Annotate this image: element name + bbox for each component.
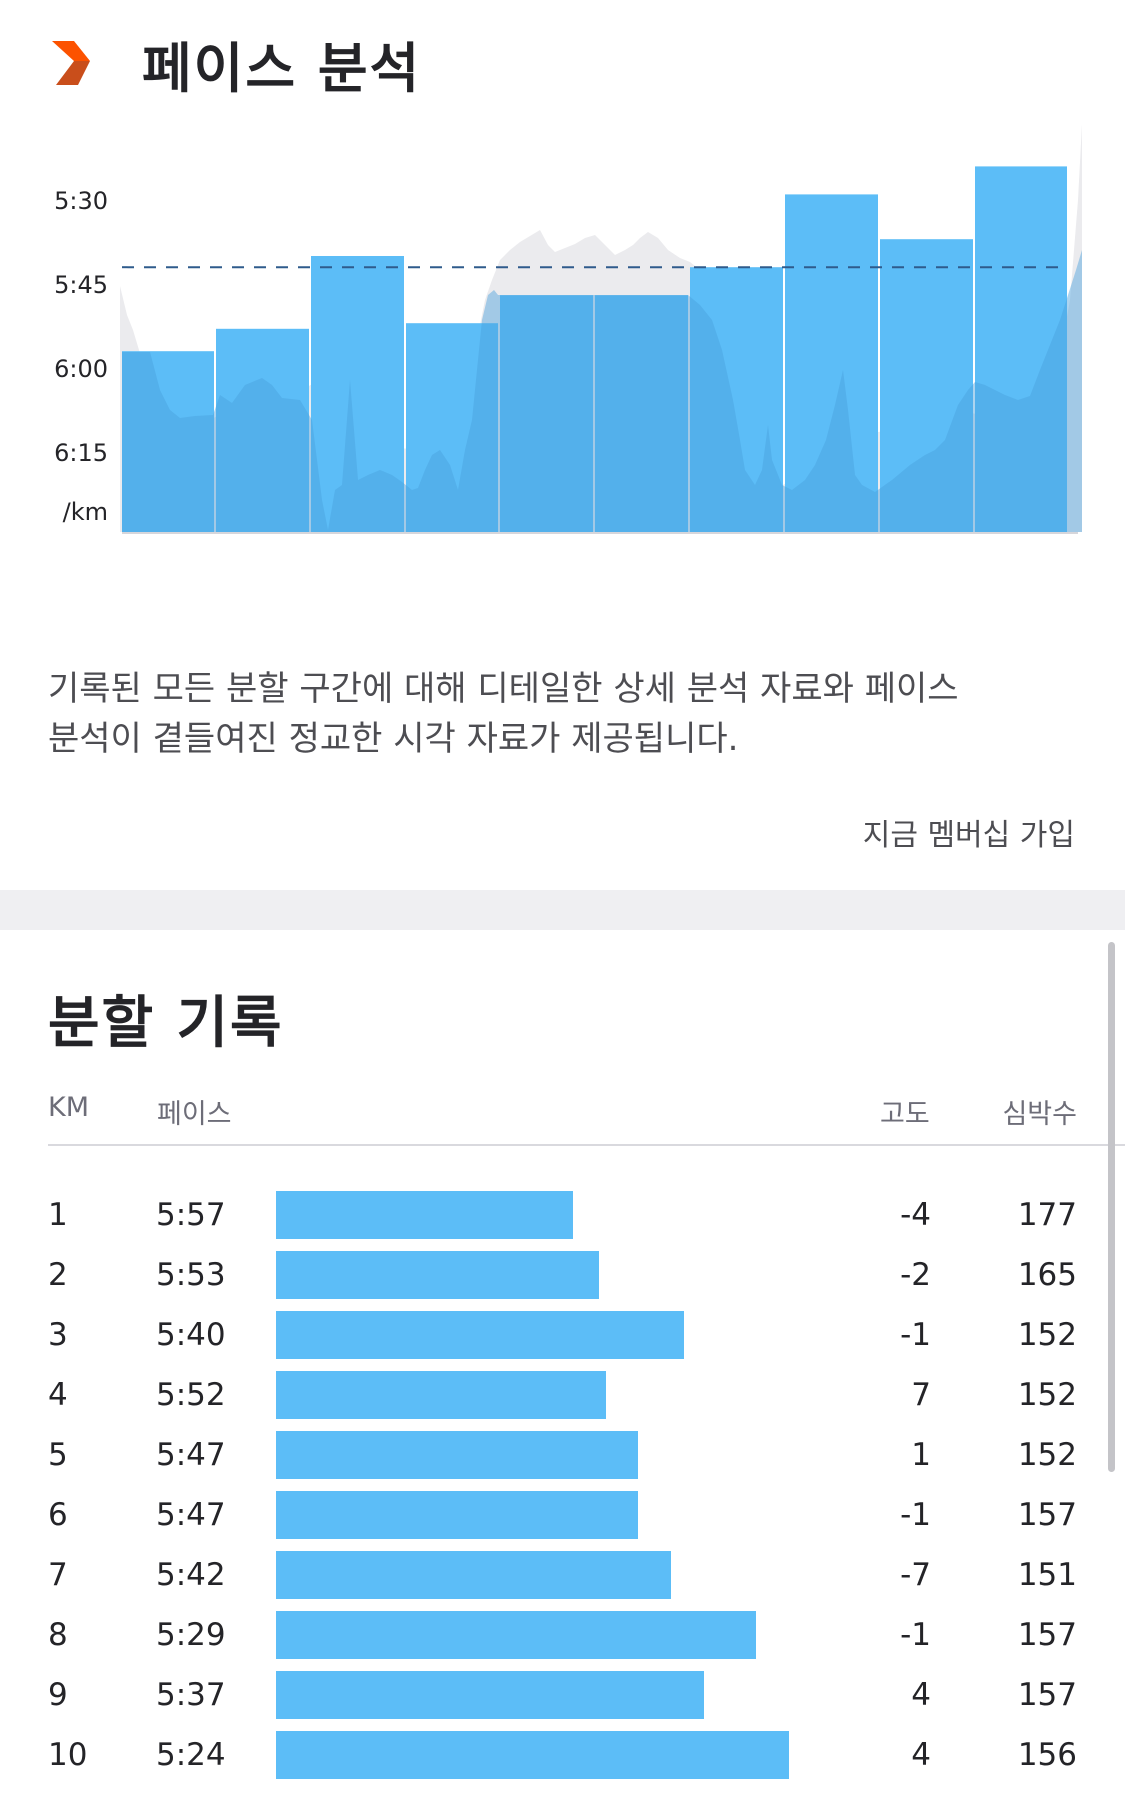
split-pace-bar bbox=[276, 1731, 789, 1779]
split-pace: 5:52 bbox=[156, 1377, 226, 1413]
split-heart-rate: 156 bbox=[1017, 1737, 1077, 1773]
description-line-1: 기록된 모든 분할 구간에 대해 디테일한 상세 분석 자료와 페이스 bbox=[48, 669, 959, 709]
scrollbar[interactable] bbox=[1108, 942, 1115, 1472]
pace-bar bbox=[975, 166, 1067, 532]
split-row[interactable]: 5 5:47 1 152 bbox=[0, 1425, 1125, 1485]
split-pace: 5:37 bbox=[156, 1677, 226, 1713]
split-km: 5 bbox=[48, 1437, 68, 1473]
split-pace-bar bbox=[276, 1371, 606, 1419]
split-heart-rate: 157 bbox=[1017, 1497, 1077, 1533]
y-tick-label: 5:45 bbox=[54, 271, 108, 299]
pace-bar bbox=[690, 267, 783, 532]
pace-bars bbox=[122, 166, 1067, 532]
split-pace-bar bbox=[276, 1251, 600, 1299]
heart-rate-profile bbox=[122, 250, 1082, 532]
section-divider bbox=[0, 890, 1125, 930]
split-pace-bar bbox=[276, 1491, 639, 1539]
split-heart-rate: 157 bbox=[1017, 1677, 1077, 1713]
y-tick-label: 5:30 bbox=[54, 187, 108, 215]
split-heart-rate: 165 bbox=[1017, 1257, 1077, 1293]
pace-chart: 5:30 5:45 6:00 6:15/km bbox=[54, 124, 1082, 534]
split-row[interactable]: 3 5:40 -1 152 bbox=[0, 1305, 1125, 1365]
split-km: 6 bbox=[48, 1497, 68, 1533]
split-elevation: 7 bbox=[911, 1377, 931, 1413]
split-km: 8 bbox=[48, 1617, 68, 1653]
split-elevation: -1 bbox=[900, 1617, 931, 1653]
split-row[interactable]: 6 5:47 -1 157 bbox=[0, 1485, 1125, 1545]
split-heart-rate: 177 bbox=[1017, 1197, 1077, 1233]
split-pace: 5:47 bbox=[156, 1437, 226, 1473]
split-km: 2 bbox=[48, 1257, 68, 1293]
split-pace: 5:42 bbox=[156, 1557, 226, 1593]
pace-bar bbox=[880, 239, 973, 532]
split-km: 3 bbox=[48, 1317, 68, 1353]
y-axis: 5:30 5:45 6:00 6:15/km bbox=[54, 187, 108, 526]
split-km: 10 bbox=[48, 1737, 88, 1773]
split-pace: 5:53 bbox=[156, 1257, 226, 1293]
split-elevation: -1 bbox=[900, 1497, 931, 1533]
pace-analysis-title: 페이스 분석 bbox=[142, 36, 422, 100]
column-header-elevation: 고도 bbox=[880, 1099, 930, 1130]
split-km: 7 bbox=[48, 1557, 68, 1593]
split-elevation: 1 bbox=[911, 1437, 931, 1473]
split-pace: 5:29 bbox=[156, 1617, 226, 1653]
split-elevation: -7 bbox=[900, 1557, 931, 1593]
split-elevation: -1 bbox=[900, 1317, 931, 1353]
description-line-2: 분석이 곁들여진 정교한 시각 자료가 제공됩니다. bbox=[48, 719, 739, 759]
header-divider bbox=[48, 1144, 1125, 1146]
split-pace: 5:24 bbox=[156, 1737, 226, 1773]
split-pace: 5:40 bbox=[156, 1317, 226, 1353]
split-elevation: -4 bbox=[900, 1197, 931, 1233]
split-heart-rate: 157 bbox=[1017, 1617, 1077, 1653]
split-heart-rate: 151 bbox=[1017, 1557, 1077, 1593]
join-membership-link[interactable]: 지금 멤버십 가입 bbox=[862, 818, 1075, 853]
split-km: 4 bbox=[48, 1377, 68, 1413]
split-heart-rate: 152 bbox=[1017, 1437, 1077, 1473]
split-pace-bar bbox=[276, 1671, 704, 1719]
chevron-right-icon bbox=[52, 41, 90, 85]
split-row[interactable]: 9 5:37 4 157 bbox=[0, 1665, 1125, 1725]
y-tick-label: 6:15 bbox=[54, 439, 108, 467]
pace-bar bbox=[122, 351, 214, 532]
column-header-pace: 페이스 bbox=[157, 1099, 232, 1130]
pace-analysis-section: 페이스 분석 5:30 5:45 6:00 6:15/km 기록된 모든 분할 구간에… bbox=[0, 0, 1125, 890]
pace-analysis-header: 페이스 분석 bbox=[50, 28, 421, 100]
pace-bar bbox=[595, 295, 688, 532]
split-pace-bar bbox=[276, 1311, 685, 1359]
pace-bar bbox=[500, 295, 593, 532]
split-row[interactable]: 4 5:52 7 152 bbox=[0, 1365, 1125, 1425]
split-elevation: 4 bbox=[911, 1677, 931, 1713]
split-km: 1 bbox=[48, 1197, 68, 1233]
split-heart-rate: 152 bbox=[1017, 1377, 1077, 1413]
pace-bar bbox=[216, 328, 309, 532]
pace-bar bbox=[785, 194, 878, 532]
split-row[interactable]: 7 5:42 -7 151 bbox=[0, 1545, 1125, 1605]
column-header-km: KM bbox=[48, 1092, 90, 1123]
pace-bar bbox=[406, 323, 498, 532]
split-row[interactable]: 2 5:53 -2 165 bbox=[0, 1245, 1125, 1305]
column-header-heart-rate: 심박수 bbox=[1002, 1099, 1077, 1130]
split-km: 9 bbox=[48, 1677, 68, 1713]
split-row[interactable]: 8 5:29 -1 157 bbox=[0, 1605, 1125, 1665]
y-unit-label: /km bbox=[63, 498, 108, 526]
split-pace-bar bbox=[276, 1191, 573, 1239]
splits-title: 분할 기록 bbox=[48, 991, 284, 1056]
split-pace-bar bbox=[276, 1611, 757, 1659]
pace-analysis-description: 기록된 모든 분할 구간에 대해 디테일한 상세 분석 자료와 페이스 분석이 … bbox=[48, 664, 1048, 764]
split-pace: 5:47 bbox=[156, 1497, 226, 1533]
y-tick-label: 6:00 bbox=[54, 355, 108, 383]
splits-section: 분할 기록 KM 페이스 고도 심박수 1 5:57 -4 177 2 5:53 -2 165… bbox=[0, 930, 1125, 1809]
split-elevation: 4 bbox=[911, 1737, 931, 1773]
pace-bar bbox=[311, 256, 404, 532]
split-heart-rate: 152 bbox=[1017, 1317, 1077, 1353]
split-elevation: -2 bbox=[900, 1257, 931, 1293]
split-row[interactable]: 10 5:24 4 156 bbox=[0, 1725, 1125, 1785]
split-pace: 5:57 bbox=[156, 1197, 226, 1233]
split-pace-bar bbox=[276, 1431, 639, 1479]
split-pace-bar bbox=[276, 1551, 672, 1599]
split-row[interactable]: 1 5:57 -4 177 bbox=[0, 1185, 1125, 1245]
